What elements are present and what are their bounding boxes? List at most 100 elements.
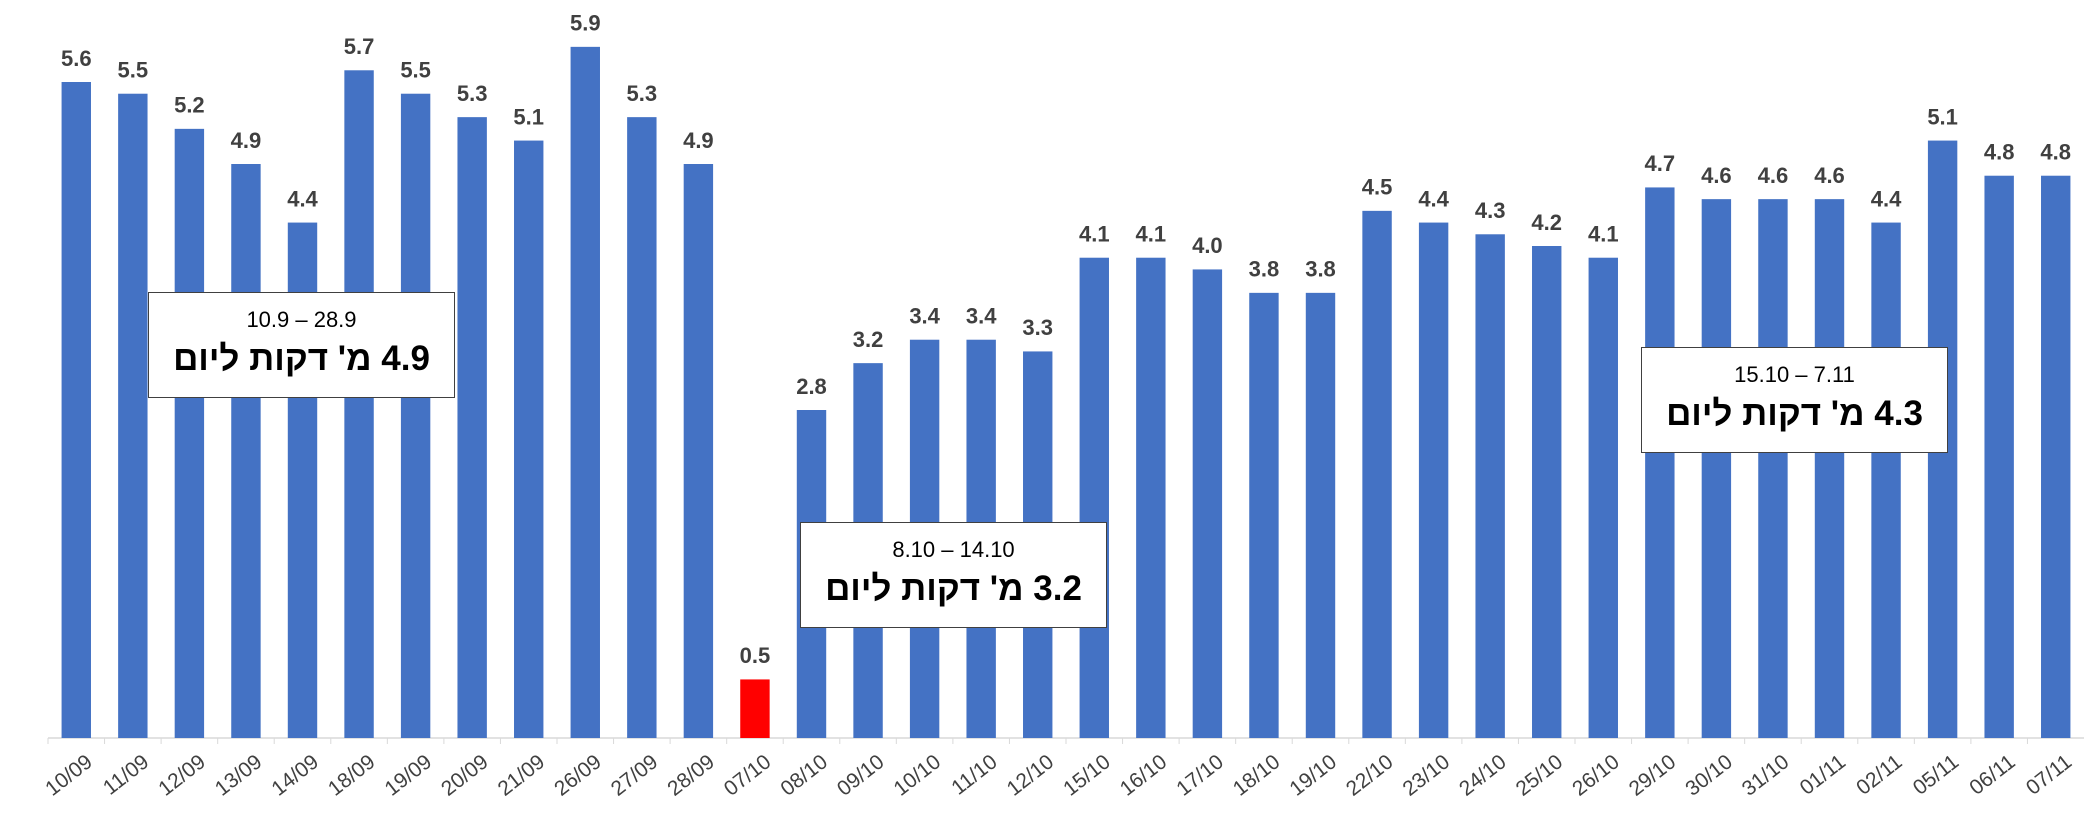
annotation-text: 4.9 מ' דקות ליום bbox=[173, 339, 430, 378]
value-label: 5.3 bbox=[627, 81, 658, 106]
bar bbox=[1588, 257, 1618, 738]
value-label: 4.4 bbox=[1871, 186, 1902, 211]
value-label: 4.7 bbox=[1645, 151, 1676, 176]
annotation-box: 8.10 – 14.10 3.2 מ' דקות ליום bbox=[800, 522, 1107, 628]
x-tick-label: 30/10 bbox=[1681, 750, 1737, 800]
bar bbox=[61, 82, 91, 738]
bar bbox=[1758, 199, 1788, 739]
x-tick-label: 06/11 bbox=[1965, 750, 2019, 800]
bar bbox=[174, 128, 205, 738]
bar bbox=[344, 70, 374, 739]
x-tick-label: 08/10 bbox=[776, 750, 832, 800]
x-tick-label: 13/09 bbox=[211, 750, 267, 800]
value-label: 2.8 bbox=[796, 374, 827, 399]
value-label: 4.5 bbox=[1362, 175, 1393, 200]
annotation-box: 10.9 – 28.9 4.9 מ' דקות ליום bbox=[148, 292, 455, 398]
x-tick-label: 10/09 bbox=[41, 750, 97, 800]
value-label: 5.9 bbox=[570, 11, 601, 36]
value-label: 5.3 bbox=[457, 81, 488, 106]
bar bbox=[1645, 187, 1675, 738]
bar bbox=[1984, 175, 2014, 738]
value-label: 4.6 bbox=[1701, 163, 1732, 188]
bar bbox=[231, 164, 261, 738]
bar bbox=[1701, 199, 1732, 739]
x-tick-label: 12/09 bbox=[154, 750, 210, 800]
x-tick-label: 19/09 bbox=[381, 750, 437, 800]
annotation-range: 15.10 – 7.11 bbox=[1734, 362, 1855, 387]
x-tick-label: 01/11 bbox=[1796, 750, 1850, 800]
value-label: 3.8 bbox=[1305, 257, 1336, 282]
x-tick-label: 25/10 bbox=[1512, 750, 1568, 800]
value-label: 4.8 bbox=[1984, 140, 2015, 165]
bar bbox=[514, 140, 544, 739]
x-tick-label: 11/10 bbox=[947, 750, 1001, 800]
annotation-text: 4.3 מ' דקות ליום bbox=[1666, 394, 1923, 433]
x-tick-label: 05/11 bbox=[1909, 750, 1963, 800]
x-tick-label: 11/09 bbox=[99, 750, 153, 800]
x-tick-label: 02/11 bbox=[1852, 750, 1906, 800]
value-label: 4.1 bbox=[1079, 222, 1110, 247]
value-label: 5.6 bbox=[61, 46, 92, 71]
value-label: 4.1 bbox=[1136, 222, 1167, 247]
value-label: 0.5 bbox=[740, 643, 771, 668]
value-label: 4.1 bbox=[1588, 222, 1619, 247]
value-label: 4.6 bbox=[1758, 163, 1789, 188]
x-tick-label: 26/09 bbox=[550, 750, 606, 800]
bar bbox=[1362, 210, 1392, 738]
annotation-text: 3.2 מ' דקות ליום bbox=[825, 569, 1082, 608]
x-tick-label: 29/10 bbox=[1625, 750, 1681, 800]
x-tick-label: 07/10 bbox=[720, 750, 776, 800]
annotation-range: 10.9 – 28.9 bbox=[246, 307, 357, 332]
x-tick-label: 20/09 bbox=[437, 750, 493, 800]
x-tick-label: 15/10 bbox=[1059, 750, 1115, 800]
x-tick-label: 14/09 bbox=[267, 750, 323, 800]
bar bbox=[570, 46, 600, 739]
bar bbox=[1871, 222, 1901, 739]
value-label: 4.8 bbox=[2040, 140, 2071, 165]
x-tick-label: 18/09 bbox=[324, 750, 380, 800]
x-tick-label: 31/10 bbox=[1738, 750, 1794, 800]
value-label: 5.1 bbox=[1927, 104, 1958, 129]
value-label: 4.0 bbox=[1192, 233, 1223, 258]
value-label: 5.5 bbox=[118, 58, 149, 83]
value-label: 4.6 bbox=[1814, 163, 1845, 188]
x-tick-label: 10/10 bbox=[890, 750, 946, 800]
value-label: 5.7 bbox=[344, 34, 375, 59]
bar bbox=[457, 117, 487, 738]
x-tick-label: 27/09 bbox=[607, 750, 663, 800]
x-tick-label: 09/10 bbox=[833, 750, 889, 800]
x-tick-label: 16/10 bbox=[1116, 750, 1172, 800]
value-label: 4.9 bbox=[683, 128, 714, 153]
annotation-range: 8.10 – 14.10 bbox=[892, 537, 1015, 562]
x-tick-label: 21/09 bbox=[494, 750, 550, 800]
x-tick-label: 18/10 bbox=[1229, 750, 1285, 800]
annotation-box: 15.10 – 7.11 4.3 מ' דקות ליום bbox=[1641, 347, 1948, 453]
bar bbox=[1079, 257, 1109, 738]
value-label: 4.2 bbox=[1531, 210, 1562, 235]
value-label: 4.4 bbox=[287, 186, 318, 211]
x-tick-label: 19/10 bbox=[1285, 750, 1341, 800]
x-tick-label: 12/10 bbox=[1003, 750, 1059, 800]
bar bbox=[627, 117, 657, 738]
bar bbox=[1418, 222, 1449, 739]
x-tick-label: 26/10 bbox=[1568, 750, 1624, 800]
x-tick-label: 17/10 bbox=[1172, 750, 1228, 800]
value-label: 4.9 bbox=[231, 128, 262, 153]
bar bbox=[118, 93, 148, 738]
value-label: 5.5 bbox=[400, 58, 431, 83]
x-tick-label: 24/10 bbox=[1455, 750, 1511, 800]
value-label: 3.8 bbox=[1249, 257, 1280, 282]
bar bbox=[1814, 199, 1845, 739]
bar bbox=[1249, 292, 1279, 738]
bar bbox=[683, 164, 714, 738]
x-tick-label: 22/10 bbox=[1342, 750, 1398, 800]
value-label: 5.2 bbox=[174, 93, 205, 118]
bar bbox=[1136, 257, 1166, 738]
value-label: 3.3 bbox=[1022, 315, 1053, 340]
bar bbox=[1305, 292, 1336, 738]
value-label: 3.4 bbox=[966, 304, 997, 329]
value-label: 3.4 bbox=[909, 304, 940, 329]
value-label: 4.3 bbox=[1475, 198, 1506, 223]
bar bbox=[400, 93, 431, 738]
